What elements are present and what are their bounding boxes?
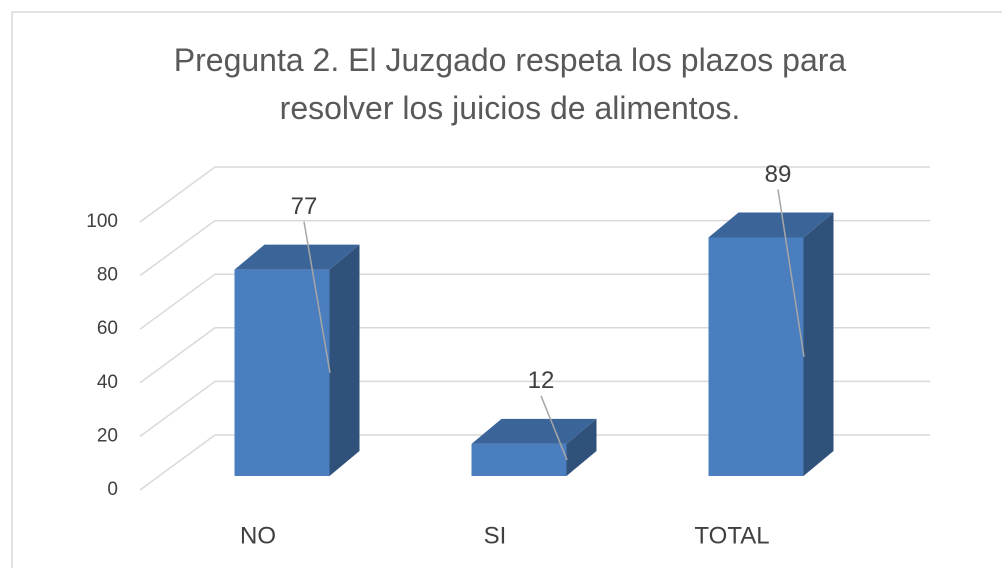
leader-line [540, 395, 568, 461]
bar [234, 269, 330, 476]
y-tick-label: 60 [97, 318, 118, 339]
x-tick-label: SI [484, 522, 507, 549]
bar-top [471, 418, 597, 444]
data-label: 77 [291, 193, 318, 220]
y-tick-label: 100 [86, 211, 118, 232]
grid-line [139, 166, 930, 223]
y-tick-label: 40 [97, 372, 118, 393]
x-tick-label: NO [240, 522, 276, 549]
y-tick-label: 20 [97, 425, 118, 446]
data-label: 12 [528, 367, 555, 394]
chart-title: Pregunta 2. El Juzgado respeta los plazo… [173, 42, 847, 126]
bar [471, 443, 567, 476]
leader-line [777, 189, 805, 357]
bar-side [566, 418, 597, 476]
bar [708, 237, 804, 476]
bar-top [708, 212, 834, 238]
bar-side [803, 212, 834, 477]
leader-line [303, 221, 331, 373]
grid-line [139, 434, 930, 491]
grid-line [139, 380, 930, 438]
grid-line [139, 327, 930, 384]
bar-top [234, 244, 360, 270]
grid-line [139, 219, 930, 277]
x-tick-label: TOTAL [694, 522, 769, 549]
y-tick-label: 80 [97, 265, 118, 286]
y-tick-label: 0 [107, 479, 118, 500]
grid-line [139, 273, 930, 330]
data-label: 89 [765, 161, 792, 188]
bar-side [329, 244, 360, 476]
